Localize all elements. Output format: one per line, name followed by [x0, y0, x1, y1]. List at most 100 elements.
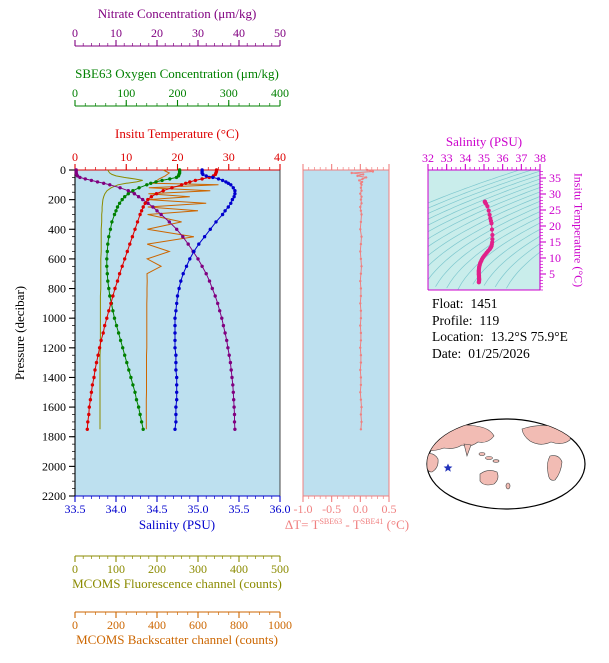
delta-t-title-sup2: SBE41 — [360, 517, 384, 526]
map-landmass-south-america — [547, 455, 563, 481]
float-info-row-location: Location: 13.2°S 75.9°E — [432, 329, 568, 346]
map-landmass-africa — [427, 453, 439, 473]
delta-t-title-suffix: (°C) — [383, 517, 410, 532]
backscatter-axis: 0 200 400 600 800 1000 — [72, 611, 292, 632]
salinity-tick-label: 34.0 — [106, 502, 127, 516]
oxygen-axis-title: SBE63 Oxygen Concentration (μm/kg) — [75, 66, 279, 81]
series-temperature — [85, 168, 219, 431]
fluorescence-tick-label: 300 — [189, 562, 207, 576]
temperature-tick-label: 40 — [274, 150, 286, 164]
dt-top-axis — [302, 164, 390, 171]
ts-salinity-axis: 32 33 34 35 36 37 38 — [422, 151, 546, 171]
float-info-row-date: Date: 01/25/2026 — [432, 346, 568, 363]
world-map — [426, 418, 586, 510]
delta-t-title-sup1: SBE63 — [319, 517, 343, 526]
salinity-tick-label: 35.0 — [188, 502, 209, 516]
ts-salinity-tick-label: 34 — [459, 151, 471, 165]
ts-salinity-axis-title: Salinity (PSU) — [445, 134, 523, 149]
delta-t-axis-title: ΔT= TSBE63 - TSBE41 (°C) — [285, 517, 409, 533]
dt-tick-label: 0.0 — [353, 502, 368, 516]
temperature-tick-label: 30 — [223, 150, 235, 164]
oxygen-tick-label: 100 — [117, 86, 135, 100]
salinity-tick-label: 35.5 — [229, 502, 250, 516]
backscatter-tick-label: 800 — [230, 618, 248, 632]
map-landmass-greenland — [565, 423, 577, 431]
series-delta-t — [350, 168, 375, 431]
pressure-tick-label: 1800 — [42, 430, 66, 444]
ts-salinity-tick-label: 37 — [515, 151, 527, 165]
ts-salinity-tick-label: 36 — [497, 151, 509, 165]
ts-temperature-tick-label: 5 — [549, 267, 555, 281]
salinity-tick-label: 33.5 — [65, 502, 86, 516]
pressure-tick-label: 0 — [60, 163, 66, 177]
pressure-tick-label: 2000 — [42, 459, 66, 473]
series-salinity — [173, 168, 237, 431]
series-fluorescence — [99, 169, 143, 430]
nitrate-tick-label: 10 — [110, 26, 122, 40]
pressure-axis-title: Pressure (decibar) — [12, 285, 27, 381]
temperature-axis: 0 10 20 30 40 — [72, 150, 286, 171]
temperature-tick-label: 10 — [120, 150, 132, 164]
main-plot-area — [75, 170, 280, 496]
map-landmass-island — [485, 456, 493, 460]
float-value: 1451 — [470, 296, 498, 311]
pressure-tick-label: 2200 — [42, 489, 66, 503]
backscatter-tick-label: 0 — [72, 618, 78, 632]
ts-temperature-tick-label: 15 — [549, 235, 561, 249]
nitrate-tick-label: 0 — [72, 26, 78, 40]
delta-t-title-prefix: ΔT= T — [284, 517, 320, 532]
temperature-tick-label: 0 — [72, 150, 78, 164]
dt-tick-label: 0.5 — [382, 502, 397, 516]
backscatter-tick-label: 1000 — [268, 618, 292, 632]
ts-temperature-tick-label: 35 — [549, 171, 561, 185]
map-landmass-island — [478, 452, 486, 456]
fluorescence-tick-label: 500 — [271, 562, 289, 576]
pressure-tick-label: 1000 — [42, 311, 66, 325]
fluorescence-axis-title: MCOMS Fluorescence channel (counts) — [72, 576, 282, 591]
fluorescence-tick-label: 400 — [230, 562, 248, 576]
salinity-tick-label: 34.5 — [147, 502, 168, 516]
ts-temperature-tick-label: 25 — [549, 203, 561, 217]
pressure-tick-label: 1200 — [42, 341, 66, 355]
ts-salinity-tick-label: 38 — [534, 151, 546, 165]
nitrate-tick-label: 40 — [233, 26, 245, 40]
dt-axis: -1.0 -0.5 0.0 0.5 — [294, 495, 397, 516]
profile-label: Profile: — [432, 312, 473, 328]
nitrate-axis-title: Nitrate Concentration (μm/kg) — [97, 6, 257, 21]
float-info-block: Float: 1451 Profile: 119 Location: 13.2°S 7… — [432, 296, 568, 362]
pressure-tick-label: 1400 — [42, 370, 66, 384]
pressure-tick-label: 200 — [48, 193, 66, 207]
ts-temperature-tick-label: 10 — [549, 251, 561, 265]
oxygen-tick-label: 400 — [271, 86, 289, 100]
map-landmass-island — [505, 482, 511, 490]
temperature-axis-title: Insitu Temperature (°C) — [115, 126, 239, 141]
density-contours — [428, 170, 540, 290]
ts-salinity-tick-label: 32 — [422, 151, 434, 165]
profile-value: 119 — [479, 312, 500, 328]
fluorescence-tick-label: 0 — [72, 562, 78, 576]
nitrate-axis: 0 10 20 30 40 50 — [72, 26, 286, 47]
ts-salinity-tick-label: 33 — [441, 151, 453, 165]
salinity-tick-label: 36.0 — [270, 502, 291, 516]
date-label: Date: — [432, 345, 462, 361]
date-value: 01/25/2026 — [468, 345, 530, 361]
temperature-tick-label: 20 — [172, 150, 184, 164]
float-info-row-float: Float: 1451 — [432, 296, 568, 313]
pressure-tick-label: 800 — [48, 282, 66, 296]
dt-plot-area — [303, 170, 389, 496]
oxygen-tick-label: 200 — [169, 86, 187, 100]
backscatter-tick-label: 400 — [148, 618, 166, 632]
map-landmass-india — [463, 443, 472, 458]
oxygen-tick-label: 300 — [220, 86, 238, 100]
float-info-row-profile: Profile: 119 — [432, 313, 568, 330]
oxygen-tick-label: 0 — [72, 86, 78, 100]
map-landmass-australia — [479, 470, 499, 486]
location-value: 13.2°S 75.9°E — [490, 329, 568, 344]
nitrate-tick-label: 20 — [151, 26, 163, 40]
pressure-tick-label: 1600 — [42, 400, 66, 414]
ts-plot-area — [428, 170, 540, 290]
pressure-axis: 0 200 400 600 800 1000 1200 1400 1600 1800 2000 220… — [42, 163, 76, 503]
ts-temperature-axis-title: Insitu Temperature (°C) — [571, 172, 586, 288]
